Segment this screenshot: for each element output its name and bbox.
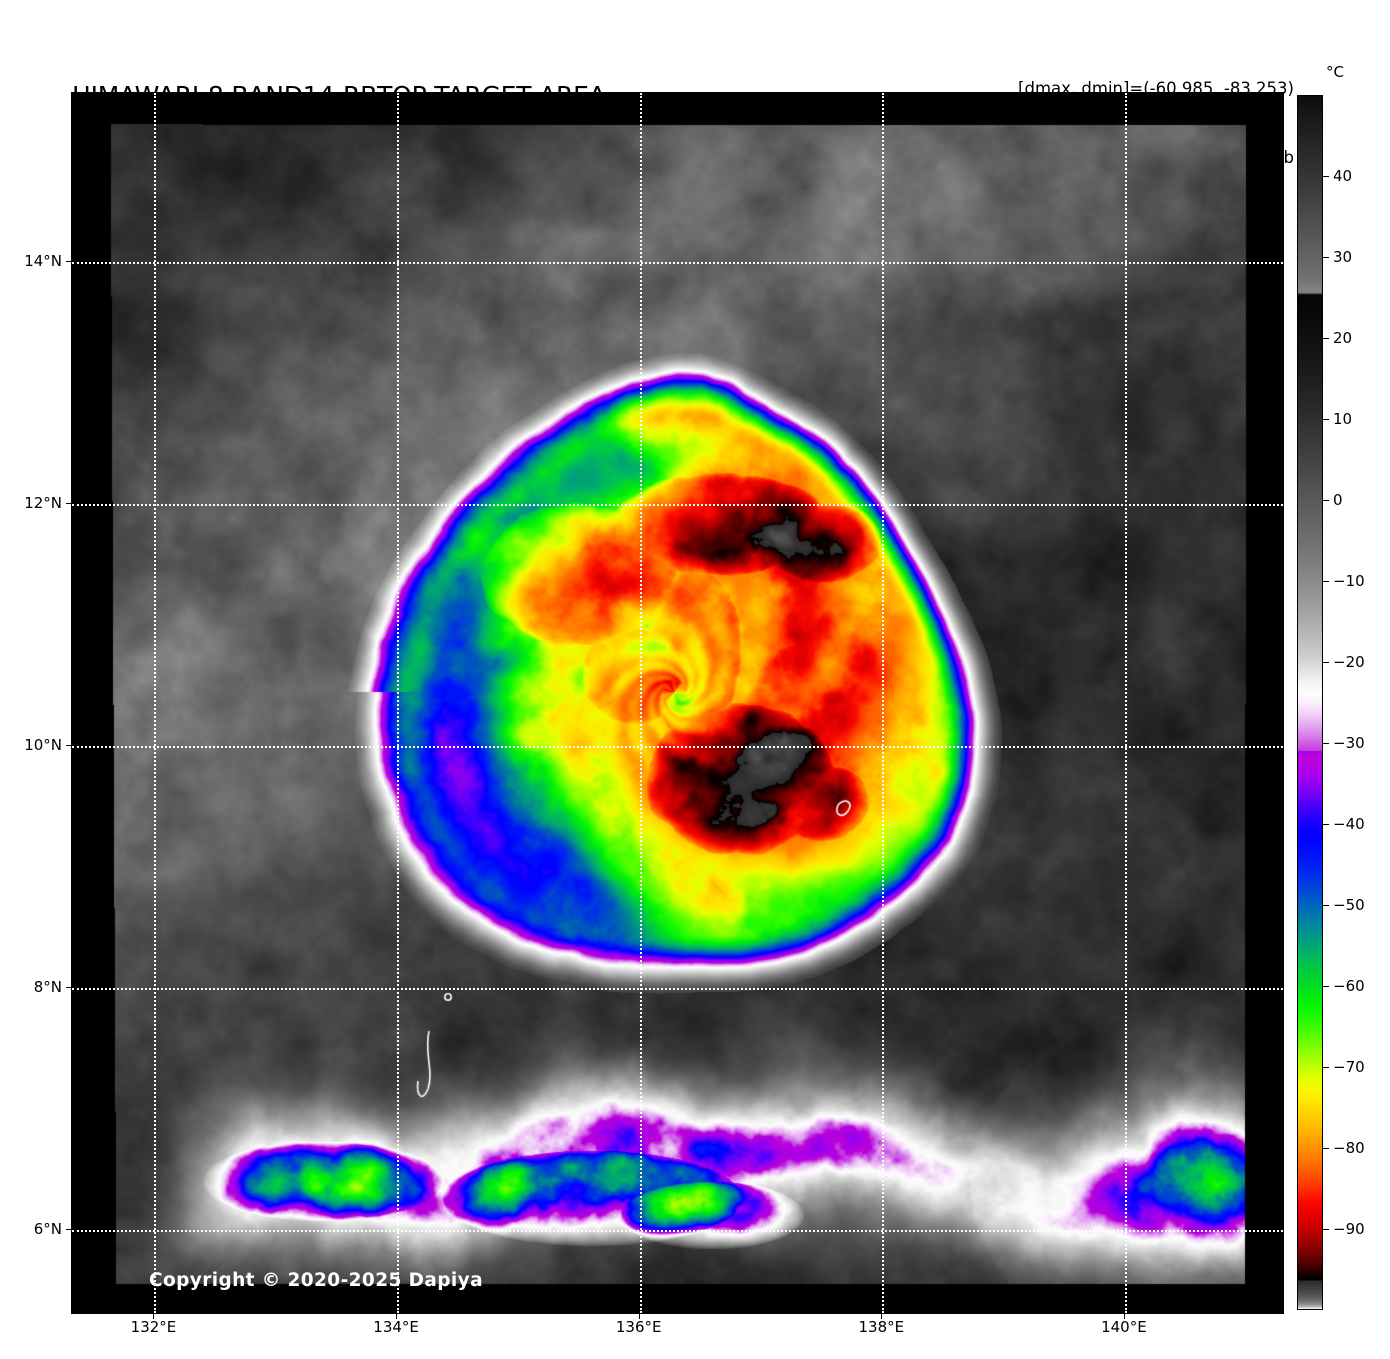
colorbar-tick-mark <box>1323 1148 1329 1149</box>
colorbar-label-40: 40 <box>1333 167 1353 185</box>
ytick-mark <box>66 261 71 263</box>
colorbar-tick-mark <box>1323 500 1329 501</box>
xtick-mark <box>396 1314 398 1319</box>
colorbar-label--80: −80 <box>1333 1139 1365 1157</box>
colorbar-label--60: −60 <box>1333 977 1365 995</box>
colorbar-tick-mark <box>1323 257 1329 258</box>
ytick-label-10: 10°N <box>24 736 62 755</box>
colorbar-label--30: −30 <box>1333 734 1365 752</box>
colorbar-tick-mark <box>1323 338 1329 339</box>
xtick-mark <box>638 1314 640 1319</box>
colorbar-label--70: −70 <box>1333 1058 1365 1076</box>
xtick-mark <box>153 1314 155 1319</box>
ytick-mark <box>66 987 71 989</box>
colorbar-label-30: 30 <box>1333 248 1353 266</box>
colorbar[interactable] <box>1297 95 1323 1310</box>
colorbar-tick-mark <box>1323 662 1329 663</box>
colorbar-gradient <box>1297 95 1323 1310</box>
colorbar-label--40: −40 <box>1333 815 1365 833</box>
ytick-mark <box>66 503 71 505</box>
colorbar-tick-mark <box>1323 419 1329 420</box>
xtick-label-136: 136°E <box>615 1318 662 1336</box>
ytick-mark <box>66 1229 71 1231</box>
xtick-label-140: 140°E <box>1101 1318 1147 1336</box>
ytick-label-12: 12°N <box>24 494 62 513</box>
xtick-label-132: 132°E <box>130 1318 177 1336</box>
colorbar-tick-mark <box>1323 1067 1329 1068</box>
colorbar-tick-mark <box>1323 986 1329 987</box>
colorbar-label--50: −50 <box>1333 896 1365 914</box>
xtick-label-138: 138°E <box>858 1318 905 1336</box>
colorbar-label--20: −20 <box>1333 653 1365 671</box>
ytick-mark <box>66 745 71 747</box>
ytick-label-6: 6°N <box>33 1220 62 1239</box>
colorbar-label-0: 0 <box>1333 491 1343 509</box>
satellite-image-plot[interactable]: Copyright © 2020-2025 Dapiya <box>71 92 1284 1314</box>
xtick-mark <box>1123 1314 1125 1319</box>
xtick-label-134: 134°E <box>373 1318 419 1336</box>
ytick-label-8: 8°N <box>33 978 62 997</box>
xtick-mark <box>881 1314 883 1319</box>
colorbar-label-20: 20 <box>1333 329 1353 347</box>
ytick-label-14: 14°N <box>24 252 62 271</box>
colorbar-tick-mark <box>1323 581 1329 582</box>
satellite-raster <box>72 93 1283 1313</box>
copyright-text: Copyright © 2020-2025 Dapiya <box>149 1270 483 1291</box>
colorbar-tick-mark <box>1323 176 1329 177</box>
colorbar-tick-mark <box>1323 1229 1329 1230</box>
colorbar-unit-label: °C <box>1326 63 1344 81</box>
colorbar-tick-mark <box>1323 824 1329 825</box>
colorbar-label-10: 10 <box>1333 410 1353 428</box>
colorbar-tick-mark <box>1323 905 1329 906</box>
colorbar-label--10: −10 <box>1333 572 1365 590</box>
colorbar-label--90: −90 <box>1333 1220 1365 1238</box>
colorbar-tick-mark <box>1323 743 1329 744</box>
